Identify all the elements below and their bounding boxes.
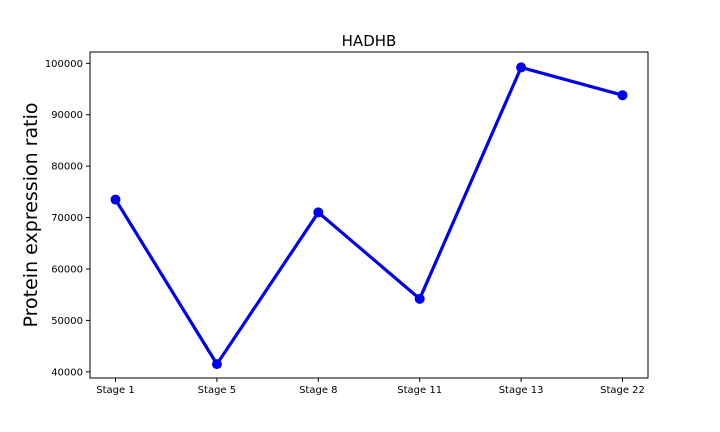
x-tick-label: Stage 11	[397, 385, 442, 396]
y-axis-label: Protein expression ratio	[20, 103, 42, 328]
x-tick-label: Stage 8	[299, 385, 337, 396]
chart-title: HADHB	[342, 32, 397, 50]
x-tick-label: Stage 22	[600, 385, 645, 396]
y-tick-label: 60000	[51, 264, 83, 275]
series-line	[114, 65, 623, 366]
y-tick-label: 80000	[51, 162, 83, 173]
y-tick-label: 100000	[45, 59, 83, 70]
data-point	[516, 62, 527, 73]
x-tick-label: Stage 13	[499, 385, 544, 396]
x-axis-ticks: Stage 1 Stage 5 Stage 8 Stage 11 Stage 13 Sta…	[96, 378, 645, 396]
y-axis-ticks: 40000 50000 60000 70000 80000 90000 100000	[45, 59, 90, 378]
y-tick-label: 70000	[51, 213, 83, 224]
data-point	[617, 90, 628, 101]
data-point	[110, 194, 121, 205]
x-tick-label: Stage 1	[96, 385, 134, 396]
data-point	[211, 359, 222, 370]
y-tick-label: 50000	[51, 316, 83, 327]
y-tick-label: 40000	[51, 367, 83, 378]
data-point	[414, 293, 425, 304]
x-tick-label: Stage 5	[198, 385, 236, 396]
data-point	[313, 207, 324, 218]
y-tick-label: 90000	[51, 110, 83, 121]
plot-area	[89, 51, 649, 379]
series-layer	[110, 62, 628, 370]
